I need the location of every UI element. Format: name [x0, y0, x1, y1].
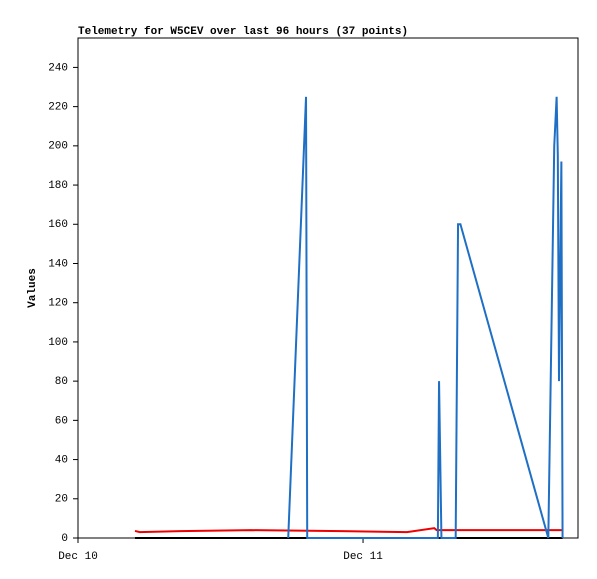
y-tick-label: 180 — [48, 180, 68, 192]
y-tick-label: 0 — [61, 533, 68, 545]
y-tick-label: 20 — [55, 494, 68, 506]
y-tick-label: 240 — [48, 62, 68, 74]
y-tick-label: 140 — [48, 258, 68, 270]
y-tick-label: 220 — [48, 102, 68, 114]
y-tick-label: 160 — [48, 219, 68, 231]
y-tick-label: 200 — [48, 141, 68, 153]
y-axis-label: Values — [27, 268, 39, 308]
chart-title: Telemetry for W5CEV over last 96 hours (… — [78, 26, 408, 38]
series-line — [134, 527, 563, 534]
x-tick-label: Dec 11 — [343, 551, 383, 563]
y-tick-label: 80 — [55, 376, 68, 388]
plot-frame — [77, 37, 579, 539]
y-tick-label: 40 — [55, 454, 68, 466]
y-tick-label: 120 — [48, 298, 68, 310]
series-line — [287, 96, 564, 539]
x-tick-label: Dec 10 — [58, 551, 98, 563]
y-tick-label: 60 — [55, 415, 68, 427]
y-tick-label: 100 — [48, 337, 68, 349]
